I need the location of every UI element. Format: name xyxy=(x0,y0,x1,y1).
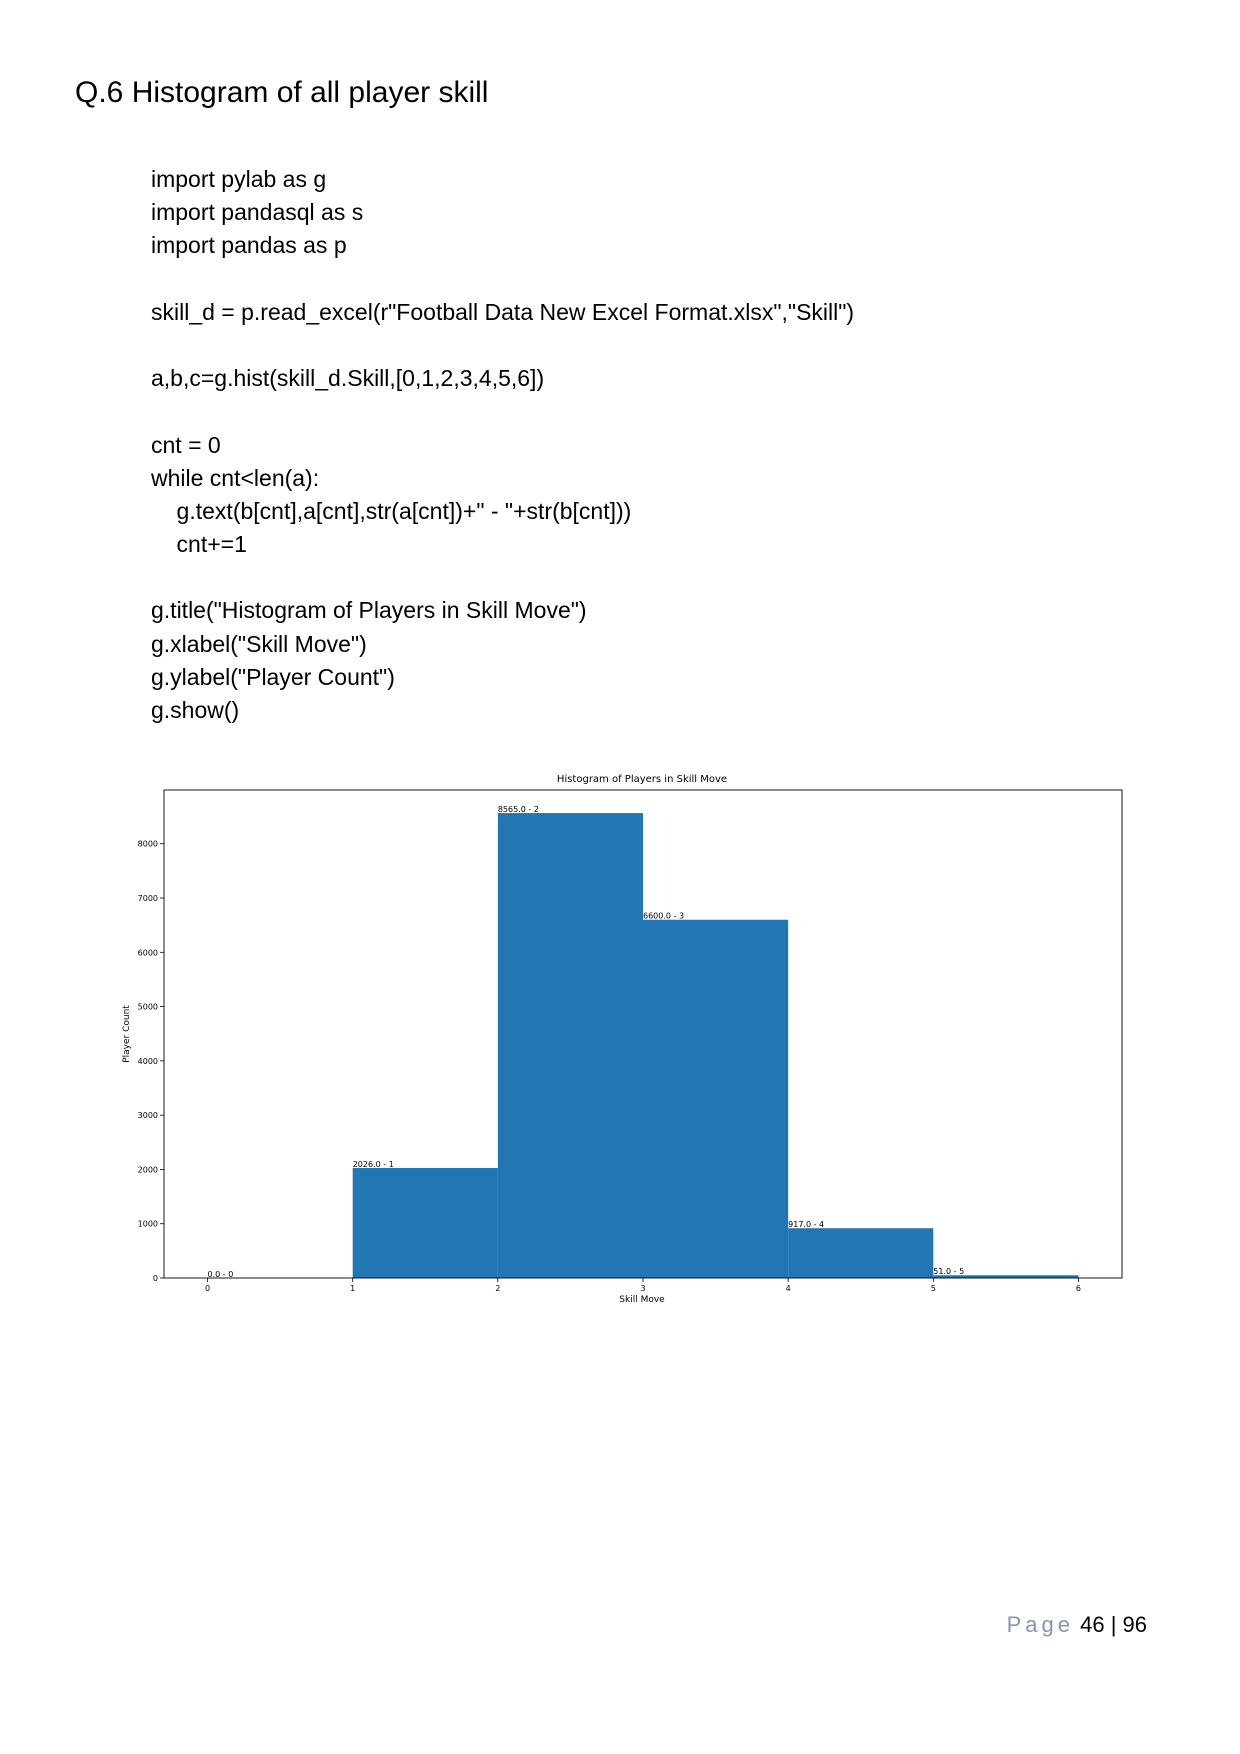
y-tick-label: 0 xyxy=(153,1274,158,1283)
bar-data-label: 0.0 - 0 xyxy=(208,1270,234,1279)
code-line xyxy=(151,561,854,594)
y-axis-label: Player Count xyxy=(122,1005,132,1063)
code-line xyxy=(151,263,854,296)
y-tick-label: 5000 xyxy=(138,1003,158,1012)
code-line: g.xlabel("Skill Move") xyxy=(151,630,367,657)
y-tick-label: 7000 xyxy=(138,894,158,903)
histogram-bar xyxy=(643,919,789,1278)
y-tick-label: 3000 xyxy=(138,1111,158,1120)
histogram-bar xyxy=(497,813,643,1278)
y-tick-label: 8000 xyxy=(138,840,158,849)
bar-data-label: 6600.0 - 3 xyxy=(643,912,684,921)
x-tick-label: 5 xyxy=(931,1284,936,1293)
x-tick-label: 1 xyxy=(350,1284,355,1293)
code-line: g.text(b[cnt],a[cnt],str(a[cnt])+" - "+s… xyxy=(151,497,632,524)
x-tick-label: 3 xyxy=(640,1284,645,1293)
y-tick-label: 2000 xyxy=(138,1165,158,1174)
code-line: import pandas as p xyxy=(151,232,347,259)
y-tick-label: 4000 xyxy=(138,1057,158,1066)
code-line: a,b,c=g.hist(skill_d.Skill,[0,1,2,3,4,5,… xyxy=(151,365,545,392)
x-tick-label: 4 xyxy=(786,1284,791,1293)
bar-data-label: 8565.0 - 2 xyxy=(498,805,539,814)
page-label: Page xyxy=(1006,1612,1074,1637)
code-line: g.title("Histogram of Players in Skill M… xyxy=(151,597,587,624)
page-number: 46 | 96 xyxy=(1080,1612,1147,1637)
x-axis-label: Skill Move xyxy=(619,1295,665,1305)
bars-group xyxy=(352,813,1079,1278)
histogram-svg: Histogram of Players in Skill Move 0.0 -… xyxy=(122,774,1123,1305)
code-line xyxy=(151,329,854,362)
bar-data-label: 2026.0 - 1 xyxy=(353,1160,394,1169)
page-footer: Page 46 | 96 xyxy=(1007,1612,1147,1638)
code-line: g.ylabel("Player Count") xyxy=(151,663,395,690)
y-tick-label: 1000 xyxy=(138,1220,158,1229)
code-line: import pandasql as s xyxy=(151,199,364,226)
code-line xyxy=(151,395,854,428)
code-line: import pylab as g xyxy=(151,166,327,192)
code-line: skill_d = p.read_excel(r"Football Data N… xyxy=(151,298,855,325)
chart-title: Histogram of Players in Skill Move xyxy=(557,774,727,785)
histogram-chart: Histogram of Players in Skill Move 0.0 -… xyxy=(110,765,1130,1320)
code-line: g.show() xyxy=(151,697,240,723)
y-tick-label: 6000 xyxy=(138,948,158,957)
code-line: cnt+=1 xyxy=(151,531,247,558)
bar-labels-group: 0.0 - 0 2026.0 - 1 8565.0 - 2 6600.0 - 3 917… xyxy=(208,805,965,1279)
code-block: import pylab as g import pandasql as s i… xyxy=(151,163,854,727)
histogram-bar xyxy=(788,1228,934,1278)
histogram-bar xyxy=(933,1275,1079,1278)
bar-data-label: 51.0 - 5 xyxy=(933,1267,964,1276)
code-line: while cnt<len(a): xyxy=(151,464,320,491)
page-heading: Q.6 Histogram of all player skill xyxy=(75,76,489,109)
code-line: cnt = 0 xyxy=(151,431,221,458)
x-tick-label: 0 xyxy=(205,1284,210,1293)
x-axis-ticks: 0 1 2 3 4 5 6 xyxy=(205,1278,1081,1293)
y-axis-ticks: 0 1000 2000 3000 4000 5000 6000 7000 8000 xyxy=(138,840,164,1283)
bar-data-label: 917.0 - 4 xyxy=(788,1220,824,1229)
histogram-bar xyxy=(352,1168,498,1278)
x-tick-label: 6 xyxy=(1076,1284,1081,1293)
x-tick-label: 2 xyxy=(495,1284,500,1293)
